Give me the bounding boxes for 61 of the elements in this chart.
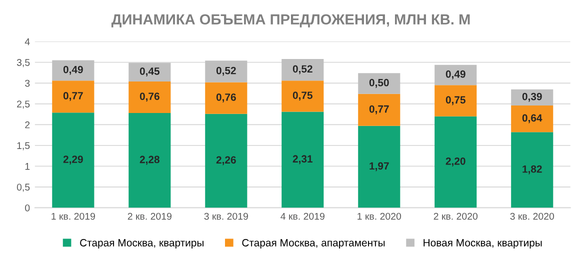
legend-label: Новая Москва, квартиры <box>424 239 542 248</box>
y-tick-label: 1,5 <box>17 142 30 150</box>
x-tick-label: 1 кв. 2020 <box>358 212 402 220</box>
y-tick-label: 2,5 <box>17 100 30 109</box>
bar <box>434 116 477 208</box>
data-label: 2,31 <box>292 155 312 164</box>
bar <box>205 82 248 114</box>
data-label: 0,52 <box>216 66 236 76</box>
data-label: 0,50 <box>369 78 389 88</box>
bar <box>128 81 171 114</box>
data-label: 2,29 <box>63 156 83 164</box>
bar <box>128 113 171 208</box>
x-tick-label: 1 кв. 2019 <box>52 212 95 220</box>
data-label: 0,76 <box>140 92 160 102</box>
data-label: 0,39 <box>522 92 542 102</box>
data-label: 0,77 <box>63 92 83 101</box>
data-label: 2,20 <box>446 157 466 166</box>
data-label: 0,64 <box>522 114 542 124</box>
data-label: 1,82 <box>522 165 542 174</box>
bar <box>52 112 94 208</box>
data-label: 0,45 <box>140 68 160 76</box>
bar <box>434 64 477 86</box>
data-label: 0,75 <box>292 92 312 100</box>
bar <box>434 85 477 116</box>
legend-label: Старая Москва, апартаменты <box>242 239 385 248</box>
bar <box>358 73 400 94</box>
chart-title: ДИНАМИКА ОБЪЕМА ПРЕДЛОЖЕНИЯ, МЛН КВ. М <box>111 14 470 28</box>
bar <box>282 80 324 112</box>
bar <box>128 62 171 82</box>
data-label: 0,52 <box>292 65 312 74</box>
data-label: 1,97 <box>370 162 389 172</box>
x-tick-label: 4 кв. 2019 <box>280 212 324 220</box>
bar <box>282 112 324 208</box>
data-label: 0,49 <box>446 70 466 80</box>
y-tick-label: 0,5 <box>16 184 30 192</box>
y-tick-label: 3 <box>25 80 30 87</box>
y-tick-label: 1 <box>25 163 30 170</box>
data-label: 2,26 <box>216 156 236 166</box>
bar <box>511 132 554 208</box>
bar <box>358 94 400 126</box>
x-tick-label: 3 кв. 2020 <box>510 212 554 220</box>
bar <box>511 106 554 132</box>
bar <box>205 114 248 208</box>
x-tick-label: 2 кв. 2020 <box>434 212 478 220</box>
y-tick-label: 3,5 <box>16 59 30 68</box>
x-tick-label: 3 кв. 2019 <box>204 212 248 220</box>
data-label: 2,28 <box>140 156 160 165</box>
bar <box>358 126 400 208</box>
data-label: 0,75 <box>446 96 466 106</box>
bar <box>52 80 94 113</box>
bar <box>52 60 94 81</box>
x-tick-label: 2 кв. 2019 <box>128 212 172 220</box>
y-tick-label: 4 <box>24 38 30 46</box>
y-tick-label: 0 <box>25 204 30 212</box>
legend-label: Старая Москва, квартиры <box>80 239 204 248</box>
y-tick-label: 2 <box>25 121 30 128</box>
data-label: 0,76 <box>216 93 236 102</box>
data-label: 0,49 <box>63 66 83 75</box>
bar <box>282 59 324 81</box>
data-label: 0,77 <box>369 105 389 114</box>
bar <box>205 60 248 82</box>
